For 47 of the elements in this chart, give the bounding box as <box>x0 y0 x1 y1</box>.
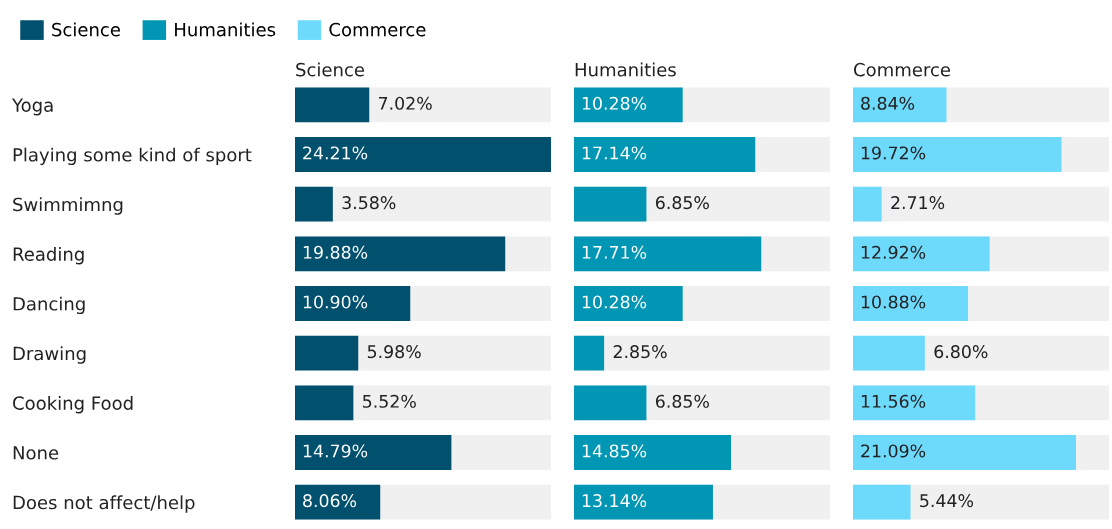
data-label: 2.71% <box>891 196 945 210</box>
data-label: 14.79% <box>303 444 368 458</box>
chart-title: Science <box>296 62 365 77</box>
data-label: 2.85% <box>613 345 667 359</box>
legend-label: Humanities <box>175 22 276 37</box>
y-tick-label: Reading <box>13 246 84 265</box>
y-tick-label: Does not affect/help <box>13 495 195 513</box>
data-label: 10.28% <box>582 295 647 309</box>
y-tick-label: Dancing <box>13 296 85 315</box>
data-label: 6.80% <box>934 345 988 359</box>
y-tick-label: Yoga <box>11 98 53 116</box>
data-label: 13.14% <box>582 494 647 508</box>
data-label: 10.90% <box>303 295 368 309</box>
data-label: 24.21% <box>303 146 368 160</box>
legend-label: Commerce <box>329 22 426 37</box>
data-label: 5.52% <box>363 394 416 408</box>
y-tick-label: None <box>13 446 59 460</box>
data-label: 17.71% <box>582 245 647 259</box>
bar <box>295 186 333 222</box>
data-label: 14.85% <box>582 444 647 458</box>
bar <box>853 484 911 520</box>
data-label: 8.84% <box>861 96 915 110</box>
data-label: 12.92% <box>861 245 926 259</box>
data-label: 19.72% <box>861 146 926 160</box>
data-label: 6.85% <box>655 196 709 210</box>
data-label: 10.88% <box>861 295 926 309</box>
y-tick-label: Playing some kind of sport <box>13 147 252 166</box>
data-label: 3.58% <box>342 196 396 210</box>
data-label: 5.98% <box>367 345 421 359</box>
bar <box>574 335 605 371</box>
data-label: 10.28% <box>582 96 647 110</box>
data-label: 19.88% <box>303 245 368 259</box>
y-tick-label: Drawing <box>13 346 86 364</box>
y-tick-label: Swimmimng <box>13 197 123 215</box>
data-label: 11.56% <box>861 394 926 408</box>
bar <box>853 186 882 222</box>
data-label: 8.06% <box>303 494 357 508</box>
data-label: 21.09% <box>861 444 926 458</box>
legend-label: Science <box>52 22 120 37</box>
data-label: 5.44% <box>920 494 974 508</box>
data-label: 7.02% <box>378 96 432 110</box>
data-label: 17.14% <box>582 146 647 160</box>
y-tick-label: Cooking Food <box>13 395 133 414</box>
chart-title: Humanities <box>575 62 676 77</box>
bar <box>295 385 354 421</box>
data-label: 6.85% <box>655 394 709 408</box>
chart-title: Commerce <box>854 62 951 77</box>
